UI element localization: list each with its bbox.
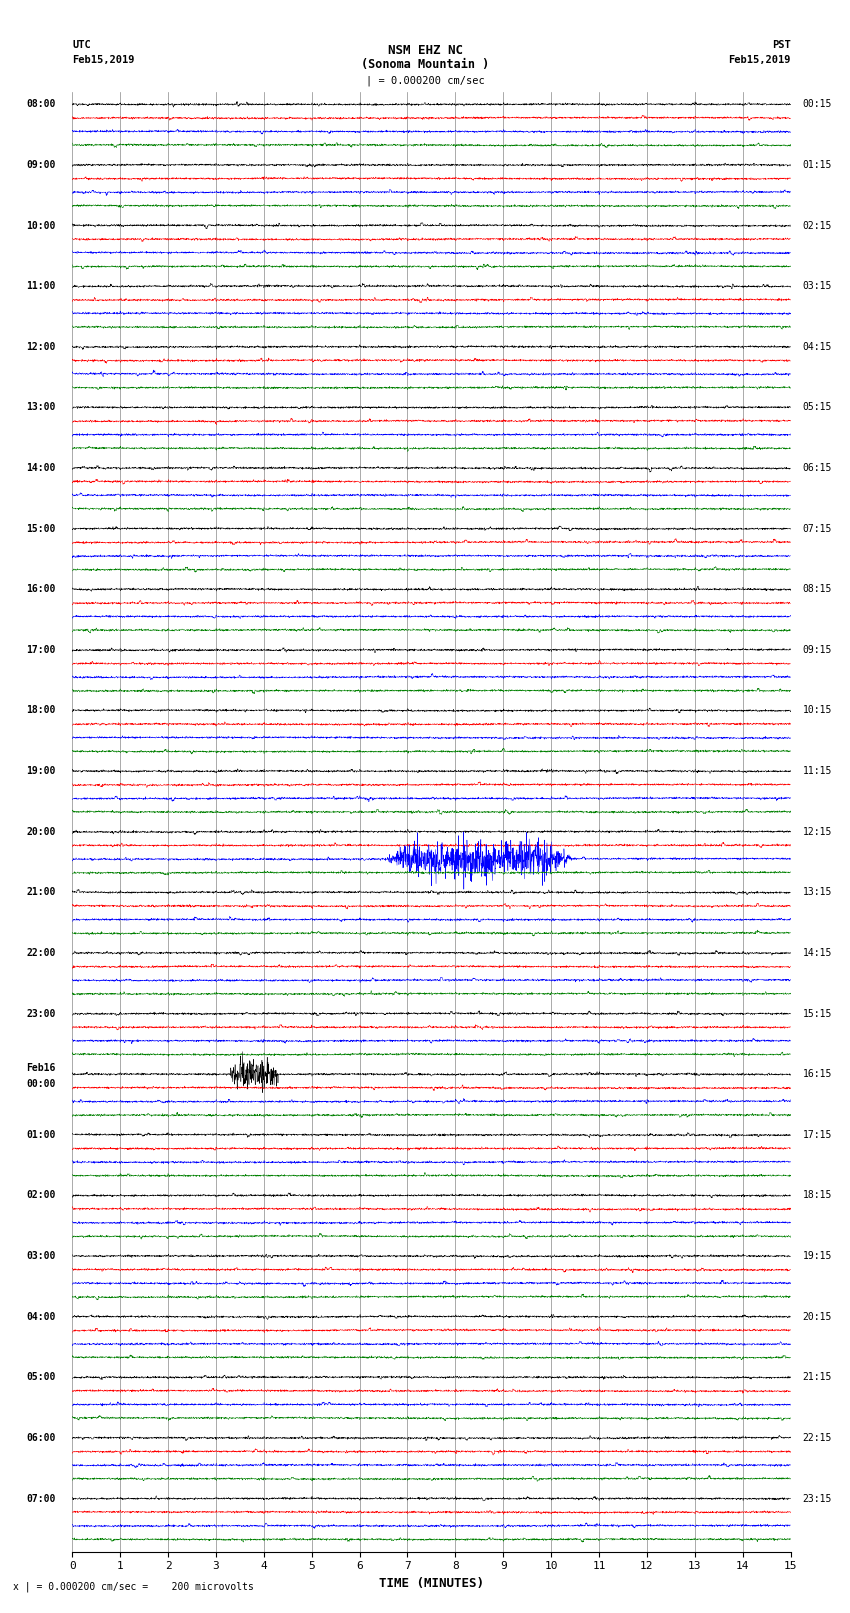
Text: 06:00: 06:00 bbox=[26, 1432, 55, 1444]
Text: 03:15: 03:15 bbox=[802, 281, 832, 292]
Text: 09:15: 09:15 bbox=[802, 645, 832, 655]
Text: 16:00: 16:00 bbox=[26, 584, 55, 594]
Text: PST: PST bbox=[772, 40, 791, 50]
Text: 18:15: 18:15 bbox=[802, 1190, 832, 1200]
Text: NSM EHZ NC: NSM EHZ NC bbox=[388, 44, 462, 56]
Text: 00:00: 00:00 bbox=[26, 1079, 55, 1089]
Text: 19:15: 19:15 bbox=[802, 1252, 832, 1261]
Text: 16:15: 16:15 bbox=[802, 1069, 832, 1079]
Text: 04:15: 04:15 bbox=[802, 342, 832, 352]
Text: 05:15: 05:15 bbox=[802, 402, 832, 413]
Text: 14:00: 14:00 bbox=[26, 463, 55, 473]
Text: 23:00: 23:00 bbox=[26, 1008, 55, 1018]
Text: 15:15: 15:15 bbox=[802, 1008, 832, 1018]
Text: 22:15: 22:15 bbox=[802, 1432, 832, 1444]
Text: 17:15: 17:15 bbox=[802, 1129, 832, 1140]
Text: 22:00: 22:00 bbox=[26, 948, 55, 958]
Text: 01:00: 01:00 bbox=[26, 1129, 55, 1140]
Text: 05:00: 05:00 bbox=[26, 1373, 55, 1382]
Text: Feb15,2019: Feb15,2019 bbox=[72, 55, 135, 65]
Text: 15:00: 15:00 bbox=[26, 524, 55, 534]
Text: 20:15: 20:15 bbox=[802, 1311, 832, 1321]
Text: x | = 0.000200 cm/sec =    200 microvolts: x | = 0.000200 cm/sec = 200 microvolts bbox=[13, 1582, 253, 1592]
Text: 11:15: 11:15 bbox=[802, 766, 832, 776]
Text: 12:00: 12:00 bbox=[26, 342, 55, 352]
Text: (Sonoma Mountain ): (Sonoma Mountain ) bbox=[361, 58, 489, 71]
Text: 21:00: 21:00 bbox=[26, 887, 55, 897]
Text: 08:00: 08:00 bbox=[26, 100, 55, 110]
Text: 04:00: 04:00 bbox=[26, 1311, 55, 1321]
Text: 07:15: 07:15 bbox=[802, 524, 832, 534]
Text: 14:15: 14:15 bbox=[802, 948, 832, 958]
Text: 11:00: 11:00 bbox=[26, 281, 55, 292]
X-axis label: TIME (MINUTES): TIME (MINUTES) bbox=[379, 1578, 484, 1590]
Text: UTC: UTC bbox=[72, 40, 91, 50]
Text: 07:00: 07:00 bbox=[26, 1494, 55, 1503]
Text: 09:00: 09:00 bbox=[26, 160, 55, 169]
Text: 19:00: 19:00 bbox=[26, 766, 55, 776]
Text: 02:15: 02:15 bbox=[802, 221, 832, 231]
Text: 13:00: 13:00 bbox=[26, 402, 55, 413]
Text: 08:15: 08:15 bbox=[802, 584, 832, 594]
Text: 23:15: 23:15 bbox=[802, 1494, 832, 1503]
Text: 10:00: 10:00 bbox=[26, 221, 55, 231]
Text: | = 0.000200 cm/sec: | = 0.000200 cm/sec bbox=[366, 76, 484, 85]
Text: 12:15: 12:15 bbox=[802, 827, 832, 837]
Text: 00:15: 00:15 bbox=[802, 100, 832, 110]
Text: 06:15: 06:15 bbox=[802, 463, 832, 473]
Text: Feb15,2019: Feb15,2019 bbox=[728, 55, 791, 65]
Text: 10:15: 10:15 bbox=[802, 705, 832, 716]
Text: 03:00: 03:00 bbox=[26, 1252, 55, 1261]
Text: 20:00: 20:00 bbox=[26, 827, 55, 837]
Text: 21:15: 21:15 bbox=[802, 1373, 832, 1382]
Text: Feb16: Feb16 bbox=[26, 1063, 55, 1073]
Text: 17:00: 17:00 bbox=[26, 645, 55, 655]
Text: 18:00: 18:00 bbox=[26, 705, 55, 716]
Text: 02:00: 02:00 bbox=[26, 1190, 55, 1200]
Text: 13:15: 13:15 bbox=[802, 887, 832, 897]
Text: 01:15: 01:15 bbox=[802, 160, 832, 169]
